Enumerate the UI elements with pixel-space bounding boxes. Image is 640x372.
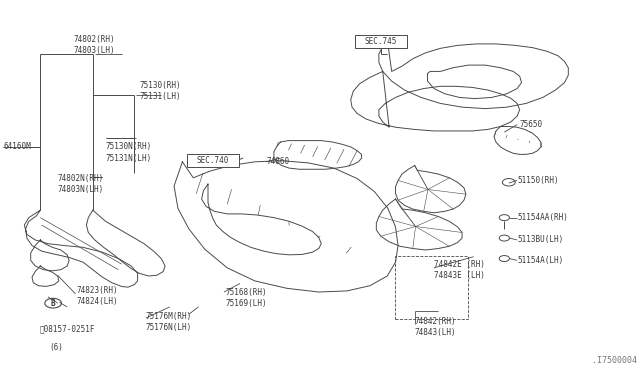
Text: SEC.745: SEC.745 — [365, 37, 397, 46]
Text: 74842E (RH)
74843E (LH): 74842E (RH) 74843E (LH) — [434, 260, 484, 280]
FancyBboxPatch shape — [355, 35, 407, 48]
Text: 51154AA(RH): 51154AA(RH) — [517, 213, 568, 222]
Text: SEC.740: SEC.740 — [196, 156, 229, 165]
Text: 5113BU(LH): 5113BU(LH) — [517, 235, 563, 244]
Text: 74823(RH)
74824(LH): 74823(RH) 74824(LH) — [77, 286, 118, 306]
Text: 75130N(RH)
75131N(LH): 75130N(RH) 75131N(LH) — [106, 142, 152, 163]
Text: 75130(RH)
75131(LH): 75130(RH) 75131(LH) — [140, 81, 181, 101]
Text: Ⓑ08157-0251F: Ⓑ08157-0251F — [40, 325, 95, 334]
Text: 74860: 74860 — [266, 157, 289, 166]
Text: 74842(RH)
74843(LH): 74842(RH) 74843(LH) — [415, 317, 456, 337]
Text: 74802N(RH)
74803N(LH): 74802N(RH) 74803N(LH) — [58, 174, 104, 194]
Text: 51150(RH): 51150(RH) — [517, 176, 559, 185]
Text: 75650: 75650 — [520, 120, 543, 129]
Text: 64160M: 64160M — [3, 142, 31, 151]
Text: (6): (6) — [49, 343, 63, 352]
Text: 75176M(RH)
75176N(LH): 75176M(RH) 75176N(LH) — [146, 312, 192, 332]
Text: 74802(RH)
74803(LH): 74802(RH) 74803(LH) — [74, 35, 115, 55]
Text: .I7500004: .I7500004 — [592, 356, 637, 365]
Text: B: B — [51, 299, 56, 308]
Text: 75168(RH)
75169(LH): 75168(RH) 75169(LH) — [225, 288, 267, 308]
Text: 51154A(LH): 51154A(LH) — [517, 256, 563, 265]
FancyBboxPatch shape — [187, 154, 239, 167]
